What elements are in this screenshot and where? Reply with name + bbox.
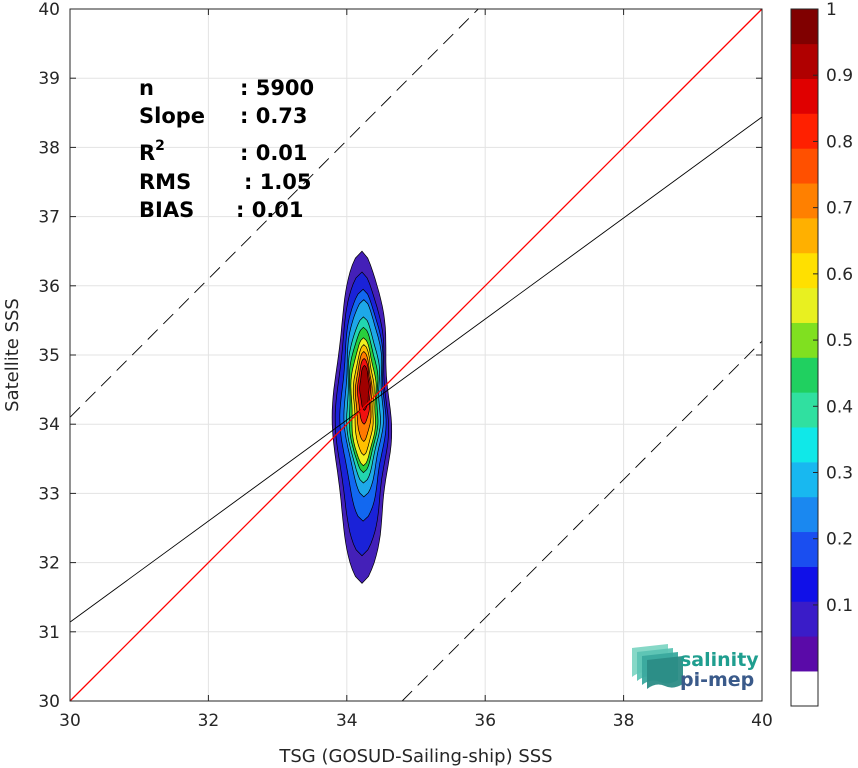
y-tick-label: 31 [38, 623, 60, 643]
y-tick-label: 39 [38, 69, 60, 89]
colorbar-segment [791, 462, 818, 498]
colorbar-segment [791, 427, 818, 463]
x-tick-label: 38 [613, 711, 635, 731]
x-axis-label: TSG (GOSUD-Sailing-ship) SSS [278, 746, 552, 767]
stat-value: : 0.01 [240, 141, 308, 165]
statistics-box: n : 5900 Slope : 0.73 R2 : 0.01 RMS : 1.05 BIAS:… [139, 76, 314, 222]
y-tick-label: 34 [38, 415, 60, 435]
y-tick-label: 38 [38, 138, 60, 158]
colorbar-segment [791, 392, 818, 428]
y-axis-label: Satellite SSS [2, 298, 23, 412]
logo-line2: pi-mep [680, 669, 754, 691]
stat-label: Slope [139, 104, 205, 128]
colorbar-segment [791, 287, 818, 323]
colorbar-segment [791, 531, 818, 567]
colorbar-segment [791, 218, 818, 254]
y-tick-label: 37 [38, 208, 60, 228]
colorbar-segment [791, 43, 818, 79]
colorbar-tick-label: 0.3 [826, 464, 853, 484]
y-tick-label: 30 [38, 692, 60, 712]
colorbar: 0.1 0.2 0.3 0.4 0.5 0.6 0.7 0.8 0.9 1 [790, 0, 853, 707]
stat-label: n [139, 76, 154, 100]
colorbar-tick-label: 0.7 [826, 199, 853, 219]
colorbar-segment [791, 9, 818, 45]
logo-wave-layer [647, 656, 683, 689]
x-tick-label: 32 [198, 711, 220, 731]
x-tick-label: 40 [751, 711, 773, 731]
regression-line [69, 116, 763, 623]
colorbar-tick-label: 0.4 [826, 397, 853, 417]
colorbar-segment [791, 671, 818, 707]
colorbar-tick-label: 1 [826, 0, 837, 20]
y-axis-ticks: 30 31 32 33 34 35 36 37 38 39 40 [38, 0, 762, 712]
colorbar-segment [791, 601, 818, 637]
colorbar-segment [791, 357, 818, 393]
one-to-one-line [69, 8, 763, 702]
y-tick-label: 32 [38, 554, 60, 574]
y-tick-label: 40 [38, 0, 60, 20]
stat-value: : 0.01 [236, 198, 304, 222]
colorbar-segment [791, 636, 818, 672]
colorbar-tick-label: 0.9 [826, 66, 853, 86]
contour-level-1 [359, 364, 370, 411]
stat-label: R2 [139, 138, 165, 165]
x-tick-label: 34 [336, 711, 358, 731]
stat-label: BIAS [139, 198, 194, 222]
lower-bound-dashed-line [401, 340, 763, 702]
wave-logo-icon [632, 644, 683, 689]
y-tick-label: 36 [38, 277, 60, 297]
colorbar-segment [791, 183, 818, 219]
colorbar-tick-label: 0.6 [826, 265, 853, 285]
stat-label: RMS [139, 170, 191, 194]
colorbar-segment [791, 113, 818, 149]
colorbar-segment [791, 566, 818, 602]
colorbar-tick-label: 0.8 [826, 132, 853, 152]
colorbar-frame [790, 8, 819, 707]
colorbar-tick-label: 0.1 [826, 596, 853, 616]
x-tick-label: 30 [59, 711, 81, 731]
colorbar-tick-label: 0.5 [826, 331, 853, 351]
stat-value: : 1.05 [244, 170, 312, 194]
colorbar-segment [791, 148, 818, 184]
y-tick-label: 33 [38, 484, 60, 504]
colorbar-segment [791, 496, 818, 533]
upper-bound-dashed-line [69, 8, 479, 418]
stat-value: : 5900 [240, 76, 314, 100]
stat-value: : 0.73 [240, 104, 308, 128]
salinity-pimep-logo: salinity pi-mep [632, 644, 759, 691]
y-tick-label: 35 [38, 346, 60, 366]
stat-superscript: 2 [155, 138, 165, 154]
density-contours [331, 250, 393, 584]
x-tick-label: 36 [474, 711, 496, 731]
colorbar-tick-label: 0.2 [826, 530, 853, 550]
logo-line1: salinity [680, 649, 759, 671]
x-axis-ticks: 30 32 34 36 38 40 [59, 9, 773, 731]
colorbar-segment [791, 78, 818, 114]
colorbar-segment [791, 252, 818, 289]
reference-lines [69, 8, 763, 702]
